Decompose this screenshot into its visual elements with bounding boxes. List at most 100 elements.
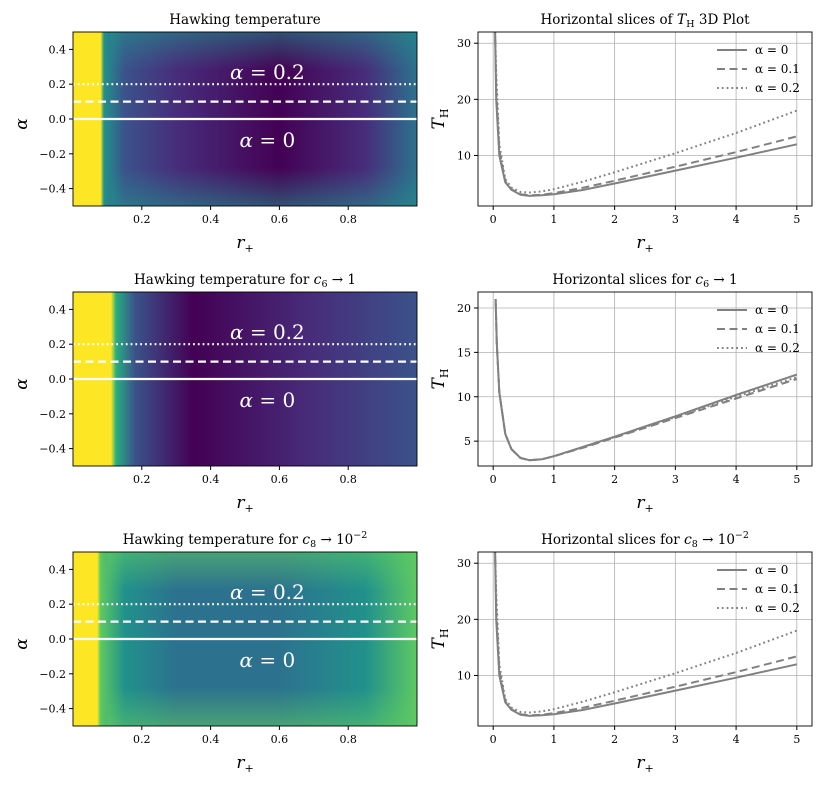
x-tick-label: 0: [490, 213, 497, 226]
y-tick-label: −0.2: [39, 408, 66, 421]
x-tick-label: 5: [793, 473, 800, 486]
annotation-label: α = 0.2: [230, 580, 305, 604]
x-tick-label: 0.8: [339, 473, 357, 486]
heatmap-panel: α = 0.2 α = 0 0.2 0.4 0.6 0.8 0.4 0.2 0.0 −0.2 −0.…: [12, 291, 418, 515]
x-tick-label: 1: [550, 733, 557, 746]
y-tick-label: −0.4: [39, 183, 66, 196]
x-tick-label: 4: [733, 733, 740, 746]
axes-frame: [477, 291, 813, 467]
y-tick-label: 0.0: [49, 633, 67, 646]
x-tick-label: 0.4: [202, 473, 220, 486]
y-tick-label: 0.2: [49, 78, 67, 91]
legend-label: α = 0.2: [755, 81, 800, 95]
x-tick-label: 0.8: [339, 213, 357, 226]
x-tick-label: 5: [793, 733, 800, 746]
legend-label: α = 0.2: [755, 601, 800, 615]
y-tick-label: 30: [457, 37, 471, 50]
x-tick-label: 4: [733, 213, 740, 226]
y-tick-label: 0.4: [49, 563, 67, 576]
y-tick-label: 20: [457, 613, 471, 626]
x-axis-label: r+: [236, 493, 253, 515]
x-axis-label: r+: [236, 233, 253, 255]
annotation-label: α = 0: [240, 128, 296, 152]
y-tick-label: 10: [457, 149, 471, 162]
annotation-label: α = 0: [240, 648, 296, 672]
legend-label: α = 0.1: [755, 582, 800, 596]
series-line-solid: [494, 299, 798, 462]
x-tick-label: 0.6: [271, 213, 289, 226]
y-axis-label: TH: [429, 369, 451, 390]
legend-label: α = 0: [755, 303, 788, 317]
x-tick-label: 1: [550, 213, 557, 226]
axes-frame: [477, 31, 813, 207]
series-line-dotted: [494, 299, 798, 462]
x-tick-label: 4: [733, 473, 740, 486]
x-tick-label: 3: [672, 733, 679, 746]
y-tick-label: 0.4: [49, 303, 67, 316]
y-tick-label: 0.0: [49, 373, 67, 386]
x-tick-label: 0.2: [133, 213, 151, 226]
y-tick-label: 30: [457, 557, 471, 570]
x-axis-label: r+: [236, 753, 253, 775]
y-tick-label: 0.2: [49, 598, 67, 611]
x-axis-label: r+: [636, 753, 653, 775]
x-tick-label: 3: [672, 213, 679, 226]
series-line-dotted: [494, 32, 798, 194]
series-line-solid: [494, 552, 798, 717]
y-axis-label: α: [12, 118, 32, 130]
x-tick-label: 0.6: [271, 733, 289, 746]
line-panel: 0 1 2 3 4 5 10 20 30 α = 0 α = 0.1 α = 0.2 r+ TH: [429, 551, 813, 775]
series-line-dashed: [494, 552, 798, 717]
y-tick-label: 10: [457, 669, 471, 682]
y-tick-label: −0.2: [39, 148, 66, 161]
heatmap-panel: α = 0.2 α = 0 0.2 0.4 0.6 0.8 0.4 0.2 0.0 −0.2 −0.…: [12, 551, 418, 775]
y-tick-label: 0.4: [49, 43, 67, 56]
y-axis-label: TH: [429, 109, 451, 130]
x-tick-label: 1: [550, 473, 557, 486]
legend-label: α = 0.1: [755, 322, 800, 336]
annotation-label: α = 0.2: [230, 60, 305, 84]
heatmap-panel: α = 0.2 α = 0 0.2 0.4 0.6 0.8 0.4 0.2 0.0 −0.2 −0.…: [12, 31, 418, 255]
line-panel: 0 1 2 3 4 5 5 10 15 20 α = 0 α = 0.1 α = 0.2 r+ TH: [429, 291, 813, 515]
y-axis-label: α: [12, 378, 32, 390]
x-tick-label: 0: [490, 473, 497, 486]
panel-title: Horizontal slices of TH 3D Plot: [540, 12, 750, 30]
legend-label: α = 0.1: [755, 62, 800, 76]
series-line-dashed: [494, 32, 798, 197]
x-tick-label: 2: [611, 213, 618, 226]
y-tick-label: −0.2: [39, 668, 66, 681]
series-line-solid: [494, 32, 798, 197]
y-axis-label: TH: [429, 629, 451, 650]
x-tick-label: 0.2: [133, 473, 151, 486]
x-tick-label: 3: [672, 473, 679, 486]
y-tick-label: −0.4: [39, 443, 66, 456]
x-tick-label: 0.4: [202, 213, 220, 226]
line-panel: 0 1 2 3 4 5 10 20 30 α = 0 α = 0.1 α = 0.2 r+ TH: [429, 31, 813, 255]
legend-label: α = 0.2: [755, 341, 800, 355]
y-tick-label: 0.0: [49, 113, 67, 126]
series-line-dashed: [494, 299, 798, 462]
y-tick-label: 5: [464, 435, 471, 448]
x-tick-label: 5: [793, 213, 800, 226]
panel-title: Hawking temperature: [169, 12, 320, 28]
x-axis-label: r+: [636, 493, 653, 515]
x-tick-label: 0.2: [133, 733, 151, 746]
series-line-dotted: [494, 552, 798, 714]
x-axis-label: r+: [636, 233, 653, 255]
x-tick-label: 0.4: [202, 733, 220, 746]
legend-label: α = 0: [755, 43, 788, 57]
panel-title: Hawking temperature for c8 → 10−2: [123, 530, 368, 550]
y-tick-label: 20: [457, 93, 471, 106]
legend-label: α = 0: [755, 563, 788, 577]
x-tick-label: 0.6: [271, 473, 289, 486]
y-axis-label: α: [12, 638, 32, 650]
x-tick-label: 2: [611, 473, 618, 486]
x-tick-label: 2: [611, 733, 618, 746]
y-tick-label: 0.2: [49, 338, 67, 351]
panel-title: Horizontal slices for c6 → 1: [552, 272, 737, 290]
axes-frame: [477, 551, 813, 727]
annotation-label: α = 0.2: [230, 320, 305, 344]
x-tick-label: 0.8: [339, 733, 357, 746]
panel-title: Hawking temperature for c6 → 1: [134, 272, 356, 290]
